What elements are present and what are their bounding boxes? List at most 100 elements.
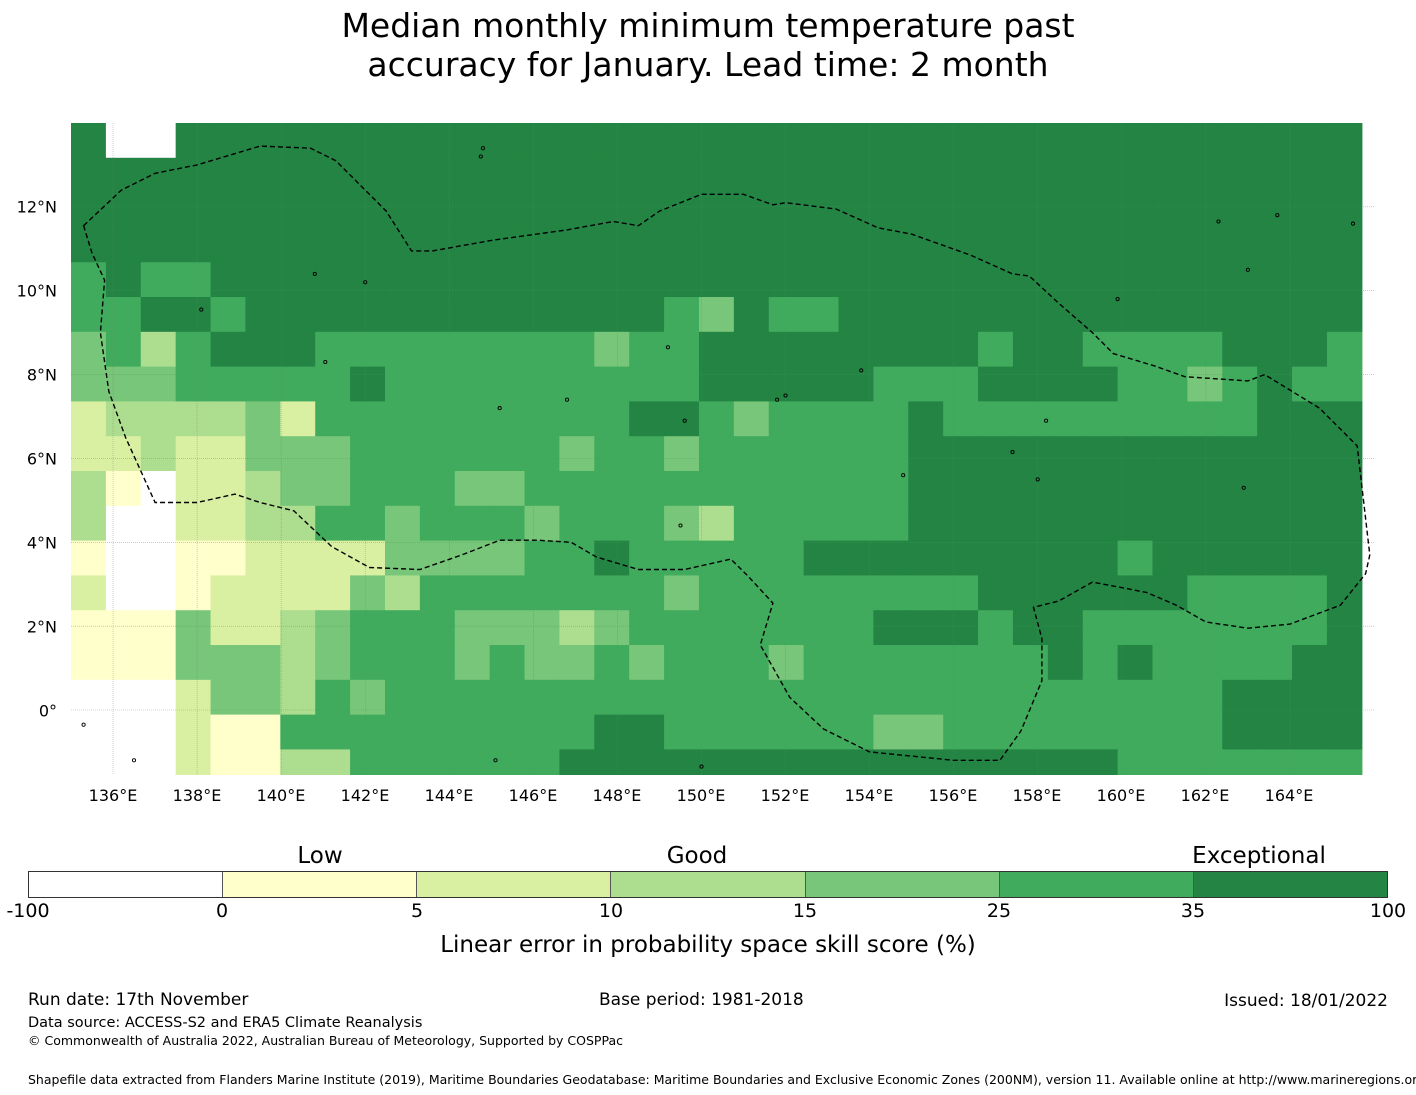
skill-cell (315, 366, 351, 403)
skill-cell (838, 297, 874, 333)
skill-cell (454, 123, 491, 159)
skill-cell (978, 401, 1014, 437)
skill-cell (698, 471, 735, 507)
skill-cell (454, 645, 491, 681)
skill-cell (1326, 679, 1363, 716)
skill-cell (803, 157, 840, 194)
skill-cell (698, 262, 735, 298)
issued-date: Issued: 18/01/2022 (1224, 991, 1388, 1011)
skill-cell (1117, 157, 1154, 194)
skill-cell (733, 366, 770, 403)
skill-cell (768, 123, 805, 159)
skill-cell (594, 645, 630, 681)
skill-cell (280, 262, 316, 298)
skill-cell (978, 540, 1014, 577)
skill-cell (873, 331, 909, 368)
skill-cell (315, 575, 351, 611)
skill-cell (489, 192, 526, 228)
skill-cell (105, 505, 142, 542)
skill-cell (1222, 436, 1258, 472)
skill-cell (1326, 575, 1363, 611)
skill-cell (1012, 436, 1049, 472)
skill-cell (1152, 505, 1188, 542)
skill-cell (105, 227, 142, 263)
skill-cell (629, 471, 665, 507)
island-marker (699, 764, 704, 769)
skill-cell (489, 505, 526, 542)
colorbar-tick: 10 (598, 900, 624, 922)
skill-cell (594, 366, 630, 403)
skill-cell (1257, 366, 1293, 403)
skill-score-map[interactable] (71, 123, 1374, 775)
island-marker (1115, 297, 1120, 302)
skill-cell (978, 157, 1014, 194)
skill-cell (280, 366, 316, 403)
skill-cell (315, 123, 351, 159)
skill-cell (384, 505, 421, 542)
skill-cell (524, 645, 561, 681)
skill-cell (1292, 645, 1328, 681)
skill-cell (873, 714, 909, 751)
skill-cell (210, 575, 247, 611)
skill-cell (594, 157, 630, 194)
skill-cell (978, 645, 1014, 681)
skill-cell (454, 505, 491, 542)
skill-cell (943, 157, 979, 194)
skill-cell (245, 749, 281, 775)
skill-cell (175, 610, 212, 646)
skill-cell (280, 749, 316, 775)
skill-cell (978, 575, 1014, 611)
skill-cell (1292, 575, 1328, 611)
skill-cell (315, 436, 351, 472)
skill-cell (175, 575, 212, 611)
skill-cell (1292, 297, 1328, 333)
skill-cell (559, 610, 595, 646)
skill-cell (315, 540, 351, 577)
skill-cell (245, 401, 281, 437)
lon-label-140e: 140°E (256, 786, 306, 805)
skill-cell (594, 123, 630, 159)
skill-cell (489, 540, 526, 577)
skill-cell (1117, 749, 1154, 775)
skill-cell (245, 157, 281, 194)
skill-cell (559, 471, 595, 507)
skill-cell (140, 227, 177, 263)
skill-cell (943, 436, 979, 472)
skill-cell (559, 331, 595, 368)
skill-cell (175, 714, 212, 751)
skill-cell (489, 123, 526, 159)
skill-cell (873, 505, 909, 542)
skill-cell (873, 297, 909, 333)
skill-cell (698, 366, 735, 403)
skill-cell (1117, 540, 1154, 577)
skill-cell (1326, 714, 1363, 751)
skill-cell (664, 227, 700, 263)
skill-cell (733, 540, 770, 577)
skill-cell (803, 471, 840, 507)
skill-cell (454, 714, 491, 751)
skill-cell (943, 262, 979, 298)
skill-cell (733, 471, 770, 507)
skill-cell (594, 471, 630, 507)
skill-cell (210, 123, 247, 159)
skill-cell (838, 262, 874, 298)
skill-cell (1257, 610, 1293, 646)
skill-cell (978, 262, 1014, 298)
skill-cell (524, 610, 561, 646)
skill-cell (1257, 227, 1293, 263)
skill-cell (350, 471, 386, 507)
skill-cell (489, 471, 526, 507)
island-marker (901, 473, 906, 478)
skill-cell (873, 436, 909, 472)
skill-cell (315, 192, 351, 228)
skill-cell (1187, 297, 1223, 333)
skill-cell (210, 297, 247, 333)
skill-cell (105, 123, 142, 159)
skill-cell (559, 297, 595, 333)
skill-cell (908, 401, 944, 437)
skill-cell (1082, 714, 1119, 751)
skill-cell (873, 540, 909, 577)
skill-cell (245, 714, 281, 751)
skill-cell (768, 331, 805, 368)
skill-cell (350, 505, 386, 542)
